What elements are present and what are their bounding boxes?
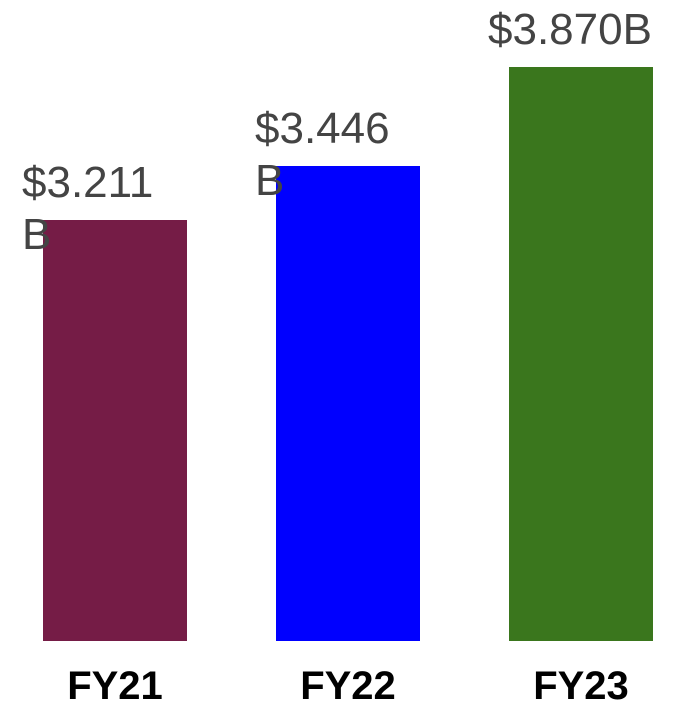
value-label: $3.211B: [22, 158, 154, 260]
bar: [43, 220, 187, 641]
category-label: FY21: [67, 664, 163, 705]
value-label: $3.870B: [488, 4, 652, 54]
bar: [509, 66, 653, 641]
bar: [276, 165, 420, 641]
category-label: FY23: [533, 664, 629, 705]
category-label: FY22: [300, 664, 396, 705]
value-label: $3.446B: [255, 103, 390, 205]
